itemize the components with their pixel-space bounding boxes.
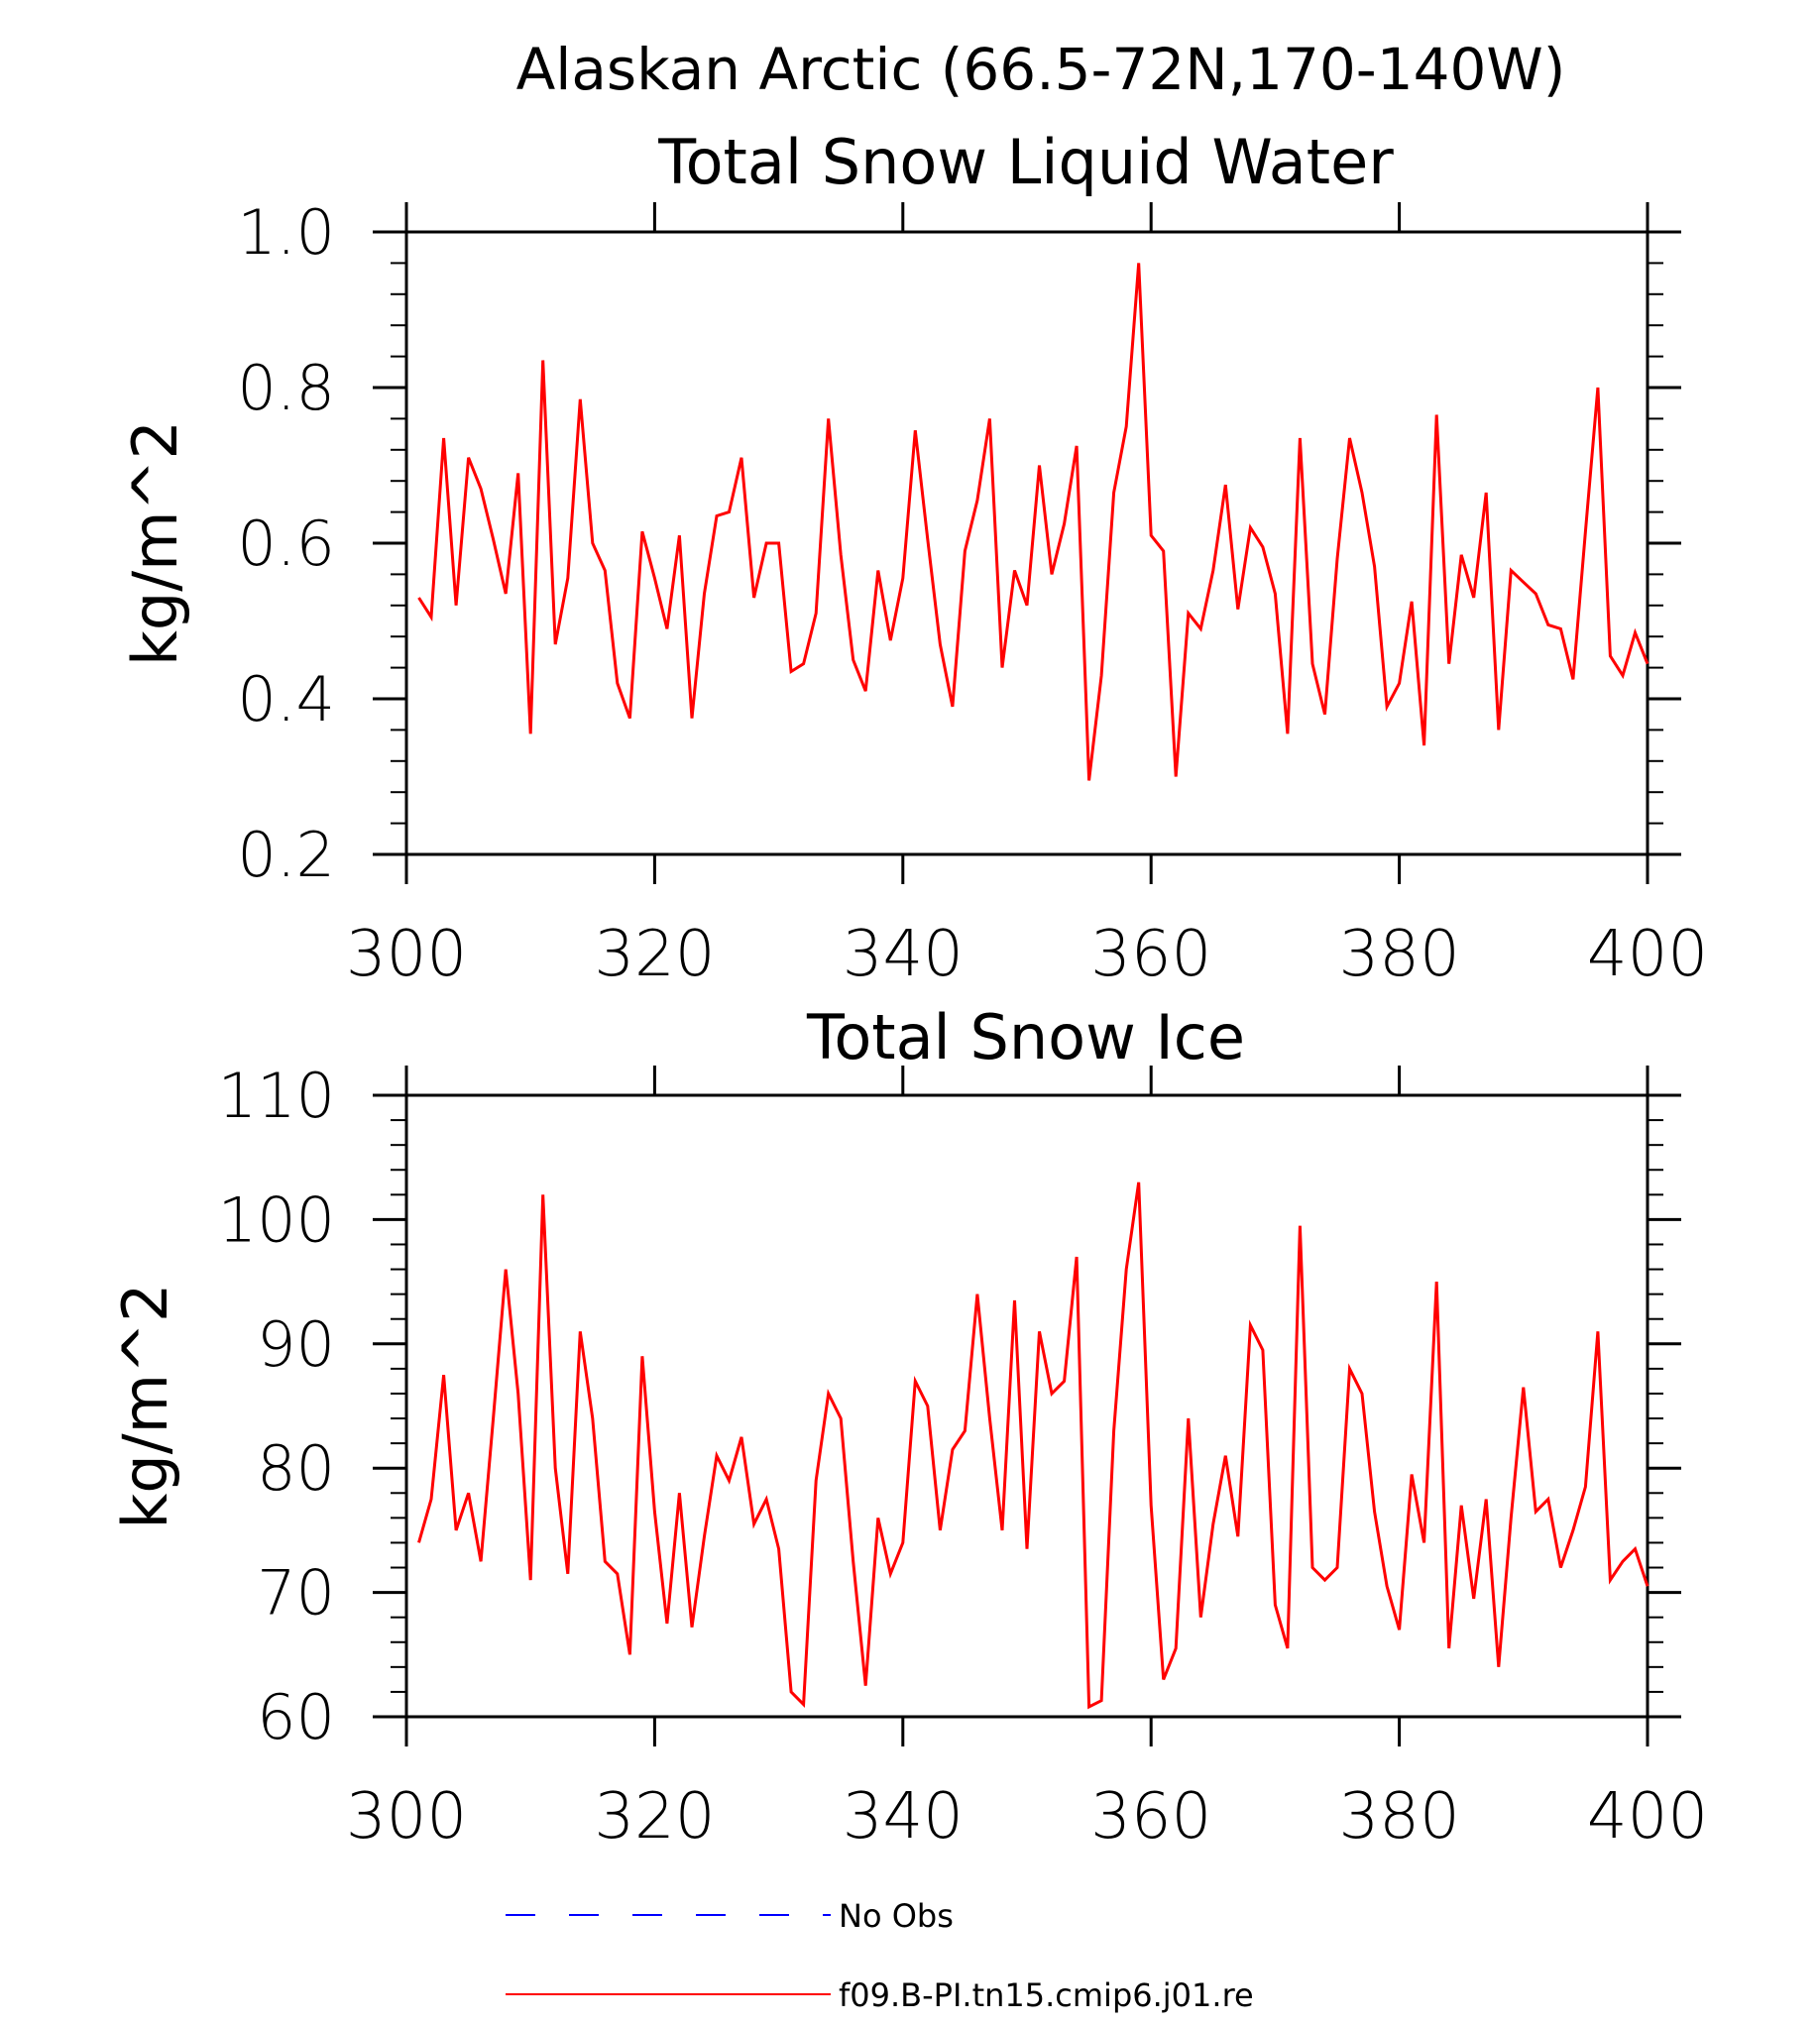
y-tick-label: 1.0 [237,196,335,269]
x-tick-label: 360 [1090,918,1211,991]
y-tick-label: 110 [218,1060,335,1132]
x-tick-label: 300 [346,918,467,991]
y-tick-label: 60 [257,1681,335,1753]
panel-snow-ice: Total Snow Ice kg/m^2 300 320 340 360 380 400 60… [109,1001,1708,1854]
y-tick-label: 100 [218,1183,335,1256]
y-tick-label: 0.8 [237,352,335,424]
plot-frame [404,1093,1649,1719]
y-tick-label: 0.6 [237,507,335,580]
x-tick-label: 320 [594,918,715,991]
x-tick-label: 400 [1587,918,1708,991]
series-line [417,263,1649,781]
y-axis-label: kg/m^2 [109,1284,181,1529]
y-tick-label: 0.4 [237,663,335,735]
x-tick-label: 320 [594,1780,715,1854]
x-tick-label: 400 [1587,1780,1708,1854]
x-tick-label: 340 [843,1780,964,1854]
y-tick-label: 90 [257,1308,335,1381]
y-tick-label: 70 [257,1557,335,1630]
legend-label-model: f09.B-PI.tn15.cmip6.j01.re [839,1976,1254,2014]
x-tick-label: 360 [1090,1780,1211,1854]
series-line [417,1182,1649,1710]
y-tick-label: 0.2 [237,819,335,891]
x-tick-label: 340 [843,918,964,991]
panel-snow-liquid-water: Total Snow Liquid Water kg/m^2 300 320 340 36… [119,126,1708,991]
x-tick-label: 380 [1339,1780,1460,1854]
figure-title: Alaskan Arctic (66.5-72N,170-140W) [516,36,1566,103]
panel-title: Total Snow Liquid Water [657,126,1394,198]
x-tick-label: 300 [346,1780,467,1854]
y-axis-label: kg/m^2 [119,420,191,666]
legend-label-no-obs: No Obs [839,1897,954,1935]
y-tick-label: 80 [257,1432,335,1505]
legend: No Obs f09.B-PI.tn15.cmip6.j01.re [506,1897,1254,2014]
panel-title: Total Snow Ice [806,1001,1245,1073]
x-tick-label: 380 [1339,918,1460,991]
